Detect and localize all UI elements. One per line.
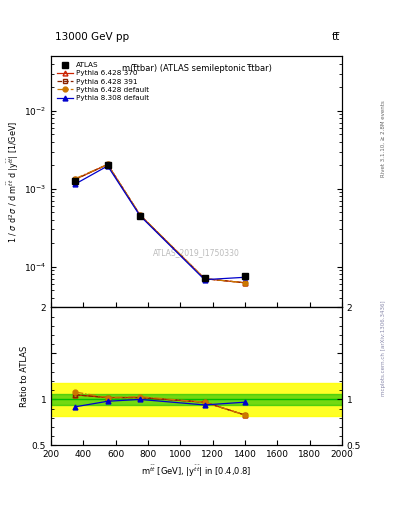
Text: tt̅: tt̅	[332, 32, 340, 42]
Text: mcplots.cern.ch [arXiv:1306.3436]: mcplots.cern.ch [arXiv:1306.3436]	[381, 301, 386, 396]
Legend: ATLAS, Pythia 6.428 370, Pythia 6.428 391, Pythia 6.428 default, Pythia 8.308 de: ATLAS, Pythia 6.428 370, Pythia 6.428 39…	[55, 60, 151, 103]
Text: m(t̅tbar) (ATLAS semileptonic t̅tbar): m(t̅tbar) (ATLAS semileptonic t̅tbar)	[121, 64, 272, 73]
Text: 13000 GeV pp: 13000 GeV pp	[55, 32, 129, 42]
Bar	[51, 394, 342, 405]
Bar	[51, 383, 342, 416]
Y-axis label: 1 / $\sigma$ d$^2\sigma$ / d m$^{\bar{t}\bar{t}}$ d |y$^{\bar{t}\bar{t}}$| [1/Ge: 1 / $\sigma$ d$^2\sigma$ / d m$^{\bar{t}…	[6, 121, 21, 243]
Text: Rivet 3.1.10, ≥ 2.8M events: Rivet 3.1.10, ≥ 2.8M events	[381, 100, 386, 177]
X-axis label: m$^{\bar{t}\bar{t}}$ [GeV], |y$^{\bar{t}\bar{t}}$| in [0.4,0.8]: m$^{\bar{t}\bar{t}}$ [GeV], |y$^{\bar{t}…	[141, 463, 252, 479]
Y-axis label: Ratio to ATLAS: Ratio to ATLAS	[20, 346, 29, 407]
Text: ATLAS_2019_I1750330: ATLAS_2019_I1750330	[153, 248, 240, 257]
